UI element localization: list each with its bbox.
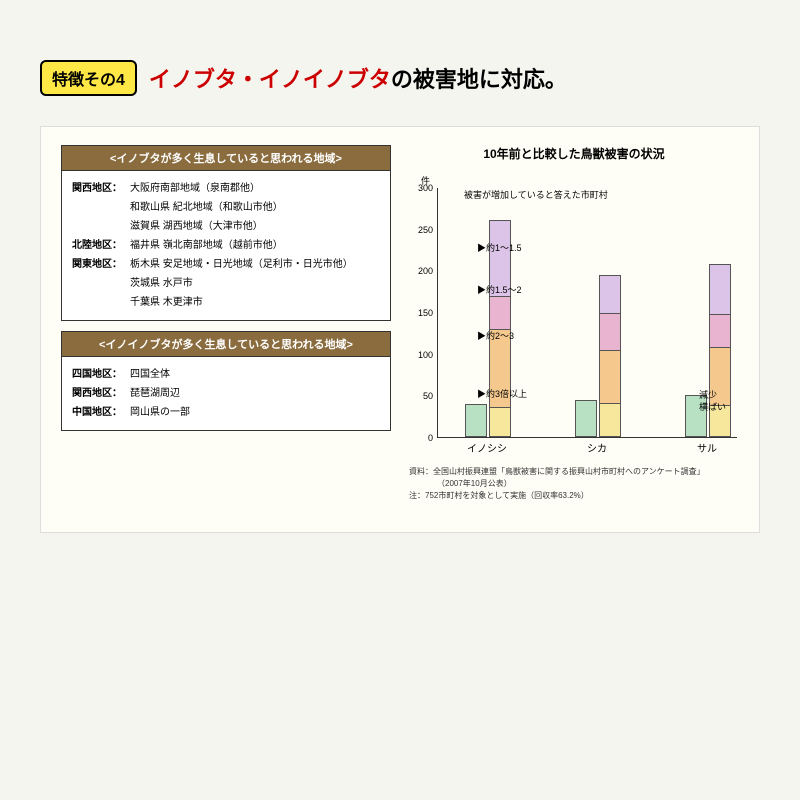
- chart-top-note: 被害が増加していると答えた市町村: [464, 188, 608, 201]
- info-table: <イノイノブタが多く生息していると思われる地域> 四国地区：四国全体関西地区：琵琶…: [61, 331, 391, 431]
- legend-label: ▶約1〜1.5: [477, 241, 522, 254]
- content-panel: <イノブタが多く生息していると思われる地域> 関西地区：大阪府南部地域（泉南郡他）…: [40, 126, 760, 533]
- y-axis: 050100150200250300: [409, 188, 437, 438]
- plot-area: [437, 188, 737, 438]
- bar-left: [465, 404, 487, 437]
- headline-black: の被害地に対応。: [391, 67, 567, 92]
- table-header: <イノブタが多く生息していると思われる地域>: [62, 146, 390, 171]
- x-label: シカ: [562, 440, 632, 455]
- table-row: 関西地区：琵琶湖周辺: [72, 384, 380, 403]
- bar-stacked: [599, 275, 621, 438]
- table-row: 中国地区：岡山県の一部: [72, 403, 380, 422]
- x-label: イノシシ: [452, 440, 522, 455]
- table-row: 関東地区：栃木県 安足地域・日光地域（足利市・日光市他）: [72, 255, 380, 274]
- info-table: <イノブタが多く生息していると思われる地域> 関西地区：大阪府南部地域（泉南郡他）…: [61, 145, 391, 321]
- chart-source: 資料：全国山村振興連盟「鳥獣被害に関する振興山村市町村へのアンケート調査」 （2…: [409, 466, 739, 502]
- chart-title: 10年前と比較した鳥獣被害の状況: [409, 145, 739, 162]
- table-row: 四国地区：四国全体: [72, 365, 380, 384]
- table-row: 関西地区：大阪府南部地域（泉南郡他）: [72, 179, 380, 198]
- headline: イノブタ・イノイノブタの被害地に対応。: [149, 62, 567, 94]
- bar-group: [563, 275, 633, 438]
- table-row: 和歌山県 紀北地域（和歌山市他）: [72, 198, 380, 217]
- legend-label: ▶約1.5〜2: [477, 283, 522, 296]
- legend-label: ▶約2〜3: [477, 329, 514, 342]
- headline-red: イノブタ・イノイノブタ: [149, 67, 391, 92]
- table-row: 千葉県 木更津市: [72, 293, 380, 312]
- table-row: 滋賀県 湖西地域（大津市他）: [72, 217, 380, 236]
- x-label: サル: [672, 440, 742, 455]
- side-label: 横ばい: [699, 400, 726, 413]
- bar-left: [575, 400, 597, 438]
- feature-badge: 特徴その4: [40, 60, 137, 96]
- legend-label: ▶約3倍以上: [477, 387, 527, 400]
- chart-area: 件 050100150200250300 イノシシシカサル ▶約1〜1.5▶約1…: [409, 170, 739, 460]
- right-column: 10年前と比較した鳥獣被害の状況 件 050100150200250300 イノ…: [409, 145, 739, 502]
- header: 特徴その4 イノブタ・イノイノブタの被害地に対応。: [40, 60, 760, 96]
- table-header: <イノイノブタが多く生息していると思われる地域>: [62, 332, 390, 357]
- table-row: 茨城県 水戸市: [72, 274, 380, 293]
- left-column: <イノブタが多く生息していると思われる地域> 関西地区：大阪府南部地域（泉南郡他）…: [61, 145, 391, 502]
- table-row: 北陸地区：福井県 嶺北南部地域（越前市他）: [72, 236, 380, 255]
